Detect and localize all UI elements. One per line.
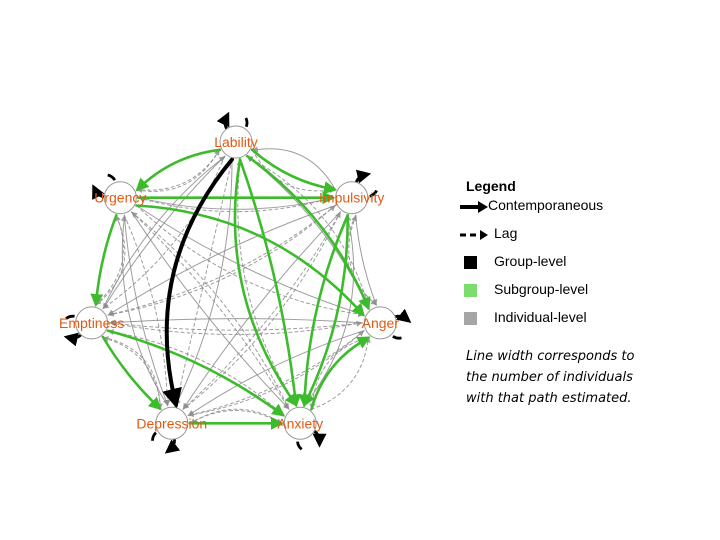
legend-label-subgroup: Subgroup-level <box>494 281 589 297</box>
edge-individual-emptiness-to-anger <box>109 320 363 335</box>
edge-layer <box>90 146 378 430</box>
node-circle-lability <box>219 125 253 159</box>
edge-individual-lability-to-emptiness <box>102 155 226 309</box>
self-loop-layer <box>63 111 412 454</box>
edge-individual-impulsivity-to-depression <box>182 211 341 410</box>
edge-subgroup-lability-to-urgency <box>135 148 222 192</box>
edge-individual-anger-to-anxiety <box>309 336 370 410</box>
node-circle-anger <box>363 306 397 340</box>
edge-individual-lability-to-emptiness <box>102 155 226 310</box>
edge-individual-emptiness-to-urgency <box>95 215 126 306</box>
edge-individual-emptiness-to-impulsivity <box>107 205 336 316</box>
legend-label-group: Group-level <box>494 253 567 269</box>
legend-label-lag: Lag <box>494 225 518 241</box>
edge-individual-anger-to-impulsivity <box>348 215 377 306</box>
node-label-emptiness: Emptiness <box>59 315 124 331</box>
edge-subgroup-lability-to-anxiety <box>233 158 298 407</box>
solid-arrow-icon <box>460 201 488 213</box>
edge-individual-depression-to-urgency <box>120 215 169 407</box>
edge-individual-urgency-to-anxiety <box>131 211 290 410</box>
node-lability: Lability <box>214 125 258 159</box>
edge-individual-anxiety-to-impulsivity <box>303 215 355 407</box>
edge-subgroup-lability-to-anxiety <box>238 158 302 408</box>
edge-individual-impulsivity-to-emptiness <box>107 205 336 316</box>
node-layer: Lability Impulsivity Anger Anxiety Depressio… <box>59 125 400 440</box>
legend-note: Line width corresponds to the number of … <box>466 349 635 406</box>
edge-individual-anger-to-emptiness <box>109 320 363 331</box>
edge-individual-anxiety-to-emptiness <box>107 329 285 416</box>
dashed-arrow-icon <box>460 230 488 240</box>
edge-subgroup-urgency-to-anger <box>135 204 365 317</box>
legend-row-lag: Lag <box>458 222 708 250</box>
edge-individual-impulsivity-to-depression <box>182 211 341 410</box>
node-circle-anxiety <box>283 406 317 440</box>
node-impulsivity: Impulsivity <box>319 181 384 215</box>
node-anxiety: Anxiety <box>277 406 323 440</box>
node-circle-emptiness <box>75 306 109 340</box>
edge-individual-urgency-to-anxiety <box>131 211 290 410</box>
edge-group-lability-to-depression <box>162 157 234 409</box>
node-label-lability: Lability <box>214 134 258 150</box>
legend-row-subgroup: Subgroup-level <box>458 278 708 306</box>
edge-individual-depression-to-impulsivity <box>182 211 341 410</box>
edge-individual-lability-to-depression <box>174 159 233 406</box>
individual-swatch <box>464 312 477 325</box>
node-label-anger: Anger <box>362 315 400 331</box>
edge-individual-anxiety-to-urgency <box>131 211 290 410</box>
legend: Legend Contemporaneous Lag Group-level S… <box>458 178 708 409</box>
subgroup-swatch <box>464 284 477 297</box>
edge-individual-urgency-to-emptiness <box>95 214 124 306</box>
edge-subgroup-emptiness-to-depression <box>101 335 162 411</box>
edge-individual-urgency-to-depression <box>123 214 171 406</box>
group-swatch <box>464 256 477 269</box>
edge-individual-depression-to-emptiness <box>102 336 162 410</box>
edge-individual-anxiety-to-lability <box>236 159 297 407</box>
node-label-anxiety: Anxiety <box>277 415 323 431</box>
node-label-urgency: Urgency <box>94 190 146 206</box>
node-label-depression: Depression <box>136 415 207 431</box>
edge-subgroup-urgency-to-emptiness <box>90 214 118 307</box>
node-label-impulsivity: Impulsivity <box>319 190 384 206</box>
edge-individual-impulsivity-to-anger <box>355 214 378 306</box>
node-emptiness: Emptiness <box>59 306 124 340</box>
node-circle-urgency <box>103 181 137 215</box>
legend-label-contemporaneous: Contemporaneous <box>488 197 604 213</box>
legend-row-individual: Individual-level <box>458 306 708 334</box>
legend-title: Legend <box>466 178 516 194</box>
edge-individual-anger-to-lability <box>246 156 370 310</box>
edge-subgroup-emptiness-to-anxiety <box>106 329 286 417</box>
edge-individual-lability-to-depression <box>175 159 233 406</box>
legend-row-group: Group-level <box>458 250 708 278</box>
legend-row-contemporaneous: Contemporaneous <box>458 194 708 222</box>
node-circle-depression <box>155 406 189 440</box>
edge-subgroup-impulsivity-to-anxiety <box>298 214 349 408</box>
edge-individual-emptiness-to-depression <box>102 336 163 410</box>
edge-individual-impulsivity-to-lability <box>251 146 336 191</box>
edge-individual-anxiety-to-anger <box>310 336 371 410</box>
node-anger: Anger <box>362 306 400 340</box>
edge-individual-emptiness-to-lability <box>102 156 226 310</box>
edge-individual-impulsivity-to-anger <box>346 214 378 306</box>
edge-individual-urgency-to-depression <box>123 214 169 406</box>
edge-individual-anger-to-emptiness <box>109 318 363 326</box>
legend-label-individual: Individual-level <box>494 309 587 325</box>
edge-subgroup-lability-to-anger <box>245 154 371 311</box>
edge-individual-lability-to-urgency <box>136 149 221 193</box>
edge-subgroup-impulsivity-to-anxiety <box>303 214 350 408</box>
edge-subgroup-lability-to-impulsivity <box>250 148 338 195</box>
edge-individual-impulsivity-to-emptiness <box>107 205 336 317</box>
edge-individual-depression-to-anger <box>187 330 365 416</box>
node-circle-impulsivity <box>335 181 369 215</box>
node-urgency: Urgency <box>94 181 146 215</box>
node-depression: Depression <box>136 406 207 440</box>
